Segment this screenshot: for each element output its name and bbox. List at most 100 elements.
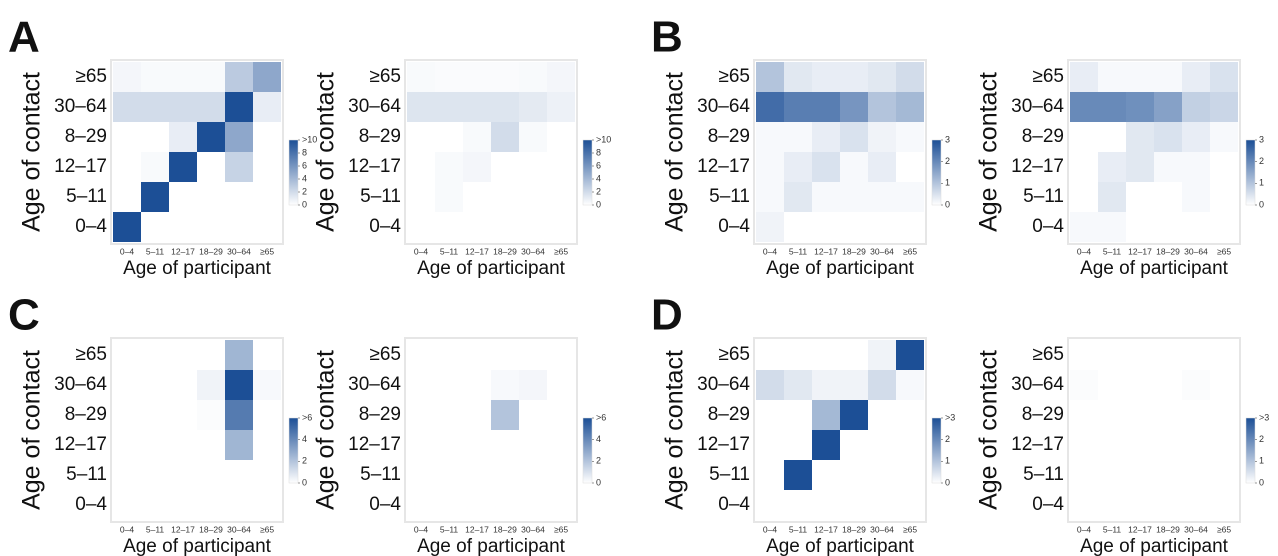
heatmap-cell [812, 340, 840, 370]
heatmap-cell [435, 460, 463, 490]
heatmap-cell [435, 430, 463, 460]
heatmap-cell [463, 62, 491, 92]
x-tick-label: 18–29 [199, 524, 223, 534]
heatmap-cell [1210, 490, 1238, 520]
heatmap-cell [868, 122, 896, 152]
y-tick-label: 8–29 [359, 404, 401, 425]
heatmap-cell [491, 370, 519, 400]
x-tick-label: 30–64 [227, 524, 251, 534]
x-tick-label: 30–64 [1184, 524, 1208, 534]
heatmap-cell [1154, 490, 1182, 520]
heatmap-cell [812, 460, 840, 490]
colorbar-tick-label: 0 [596, 477, 601, 487]
x-tick-label: 18–29 [493, 246, 517, 256]
heatmap-cell [812, 62, 840, 92]
y-tick-label: 5–11 [66, 464, 107, 485]
heatmap-cell [896, 430, 924, 460]
heatmap-cell [1182, 122, 1210, 152]
x-tick-label: 0–4 [120, 246, 134, 256]
x-tick-label: ≥65 [903, 246, 917, 256]
heatmap-cell [169, 430, 197, 460]
heatmap-cell [463, 212, 491, 242]
y-tick-label: 30–64 [697, 96, 750, 117]
heatmap-cell [1210, 430, 1238, 460]
heatmap-cell [225, 370, 253, 400]
y-axis-label: Age of contact [661, 350, 689, 510]
x-tick-label: 12–17 [465, 246, 489, 256]
heatmap-cell [784, 490, 812, 520]
heatmap-cell [197, 400, 225, 430]
heatmap-cell [1126, 460, 1154, 490]
heatmap-cell [225, 92, 253, 122]
x-tick-label: 12–17 [465, 524, 489, 534]
heatmap-cell [491, 490, 519, 520]
heatmap-cell [435, 340, 463, 370]
heatmap-cell [463, 152, 491, 182]
heatmap-cell [169, 62, 197, 92]
y-tick-label: ≥65 [369, 344, 401, 365]
heatmap-cell [1070, 182, 1098, 212]
x-tick-label: 30–64 [227, 246, 251, 256]
heatmap-cell [840, 460, 868, 490]
panel-label: C [8, 291, 40, 340]
heatmap-cell [1182, 430, 1210, 460]
x-tick-label: 30–64 [521, 246, 545, 256]
heatmap-cell [113, 122, 141, 152]
y-tick-label: 12–17 [54, 156, 107, 177]
y-tick-label: 5–11 [360, 186, 401, 207]
heatmap-cell [197, 370, 225, 400]
heatmap-cell [756, 400, 784, 430]
heatmap-cell [1098, 400, 1126, 430]
heatmap-cell [1098, 430, 1126, 460]
y-tick-label: 12–17 [348, 434, 401, 455]
x-tick-label: 12–17 [814, 246, 838, 256]
heatmap-cell [253, 340, 281, 370]
heatmap-cell [519, 490, 547, 520]
x-tick-label: ≥65 [1217, 524, 1231, 534]
x-tick-label: 0–4 [1077, 524, 1091, 534]
heatmap-cell [1210, 122, 1238, 152]
heatmap-cell [225, 400, 253, 430]
heatmap-cell [547, 460, 575, 490]
y-tick-label: 8–29 [359, 126, 401, 147]
heatmap-cell [197, 212, 225, 242]
heatmap-cell [547, 340, 575, 370]
x-axis-label: Age of participant [1080, 258, 1229, 279]
heatmap-cell [113, 62, 141, 92]
x-tick-label: 12–17 [171, 524, 195, 534]
y-tick-label: 5–11 [709, 464, 750, 485]
heatmap-cell [784, 152, 812, 182]
x-tick-label: 0–4 [763, 524, 777, 534]
heatmap-cell [812, 400, 840, 430]
heatmap-cell [896, 182, 924, 212]
heatmap-cell [113, 460, 141, 490]
heatmap-cell [868, 370, 896, 400]
heatmap-cell [1154, 62, 1182, 92]
heatmap-cell [225, 212, 253, 242]
y-axis-label: Age of contact [312, 350, 340, 510]
heatmap-cell [141, 430, 169, 460]
heatmap-cell [812, 92, 840, 122]
heatmap-cell [1154, 182, 1182, 212]
heatmap-cell [491, 122, 519, 152]
colorbar-tick-label: 1 [945, 178, 950, 188]
heatmap-cell [113, 182, 141, 212]
heatmap-cell [113, 490, 141, 520]
x-tick-label: 0–4 [414, 246, 428, 256]
heatmap-cell [407, 430, 435, 460]
heatmap-cell [547, 400, 575, 430]
heatmap-cell [1126, 340, 1154, 370]
heatmap-cell [407, 122, 435, 152]
heatmap-cell [407, 460, 435, 490]
heatmap-cell [1070, 490, 1098, 520]
x-tick-label: 18–29 [842, 246, 866, 256]
colorbar-tick-label: 2 [302, 456, 307, 466]
heatmap-cell [1154, 122, 1182, 152]
heatmap-cell [435, 182, 463, 212]
heatmap-cell [519, 400, 547, 430]
colorbar-tick-label: 0 [596, 199, 601, 209]
heatmap-cell [491, 400, 519, 430]
heatmap-cell [812, 430, 840, 460]
heatmap-cell [756, 152, 784, 182]
heatmap-cell [1210, 460, 1238, 490]
